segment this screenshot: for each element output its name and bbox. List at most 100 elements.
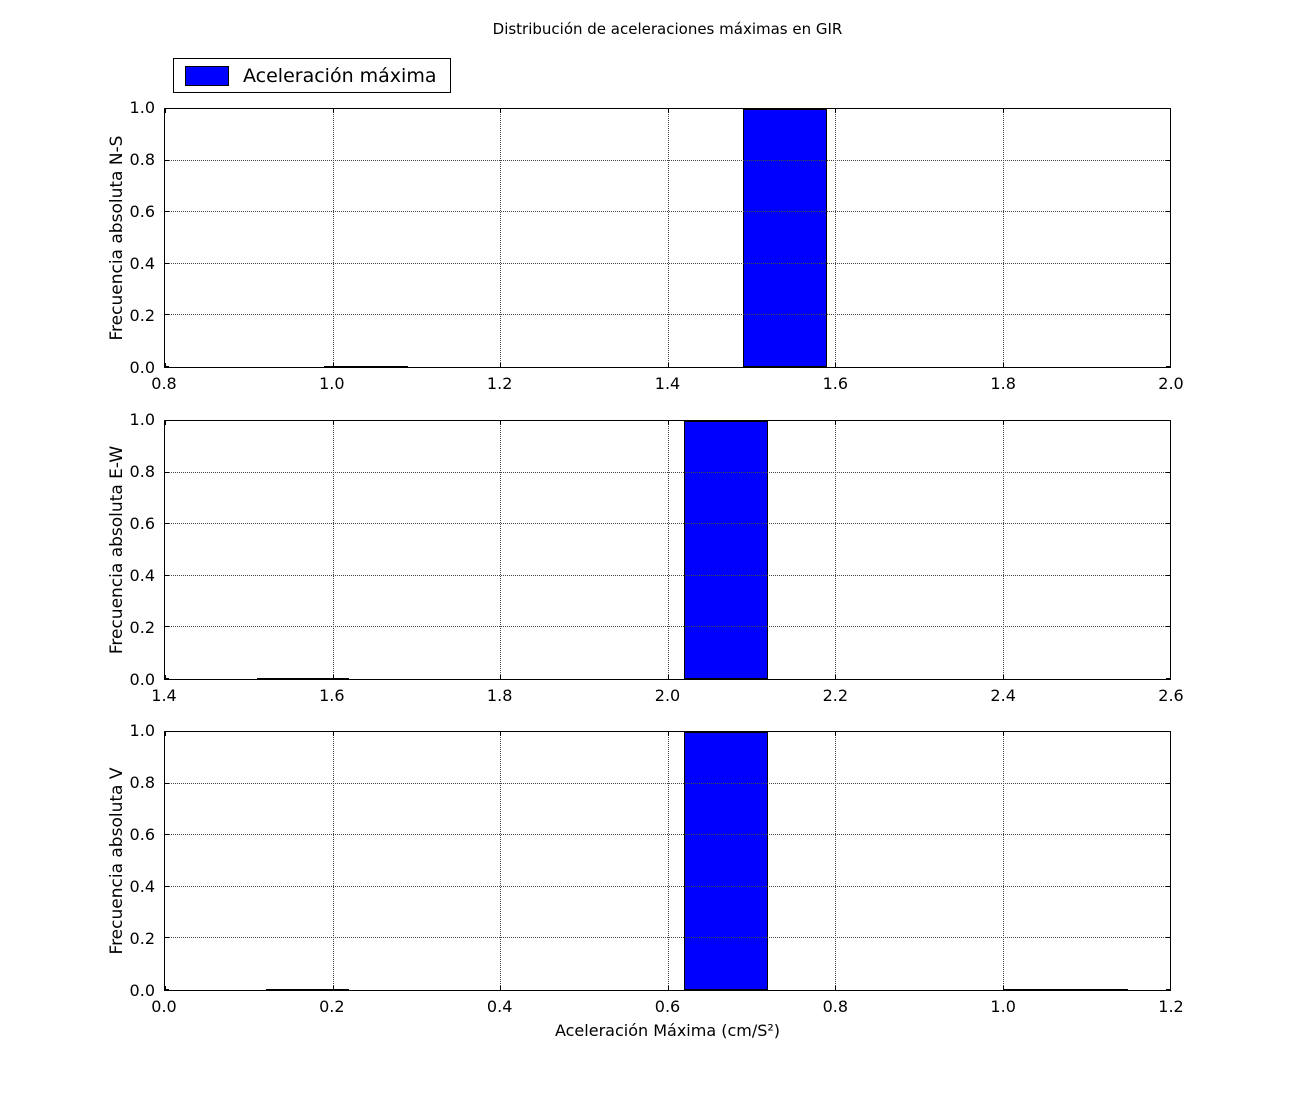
tick-mark <box>1166 731 1170 732</box>
tick-mark <box>835 421 836 425</box>
tick-mark <box>332 986 334 990</box>
y-tick-label: 0.0 <box>129 358 155 377</box>
tick-mark <box>500 986 501 990</box>
tick-mark <box>667 732 669 736</box>
legend-label: Aceleración máxima <box>243 64 437 87</box>
tick-mark <box>332 363 334 367</box>
gridline-vertical <box>332 109 334 367</box>
tick-mark <box>835 986 836 990</box>
histogram-bar <box>742 109 827 367</box>
tick-mark <box>1170 109 1171 113</box>
tick-mark <box>1170 421 1171 425</box>
plot-area <box>165 731 1171 991</box>
gridline-horizontal <box>165 834 1170 836</box>
x-tick-label: 2.0 <box>1158 374 1184 393</box>
tick-mark <box>165 989 169 990</box>
gridline-horizontal <box>165 211 1170 213</box>
gridline-horizontal <box>165 159 1170 161</box>
tick-mark <box>1002 109 1004 113</box>
tick-mark <box>1166 314 1170 316</box>
gridline-vertical <box>835 732 836 990</box>
tick-mark <box>165 885 169 887</box>
x-tick-label: 1.0 <box>319 374 345 393</box>
tick-mark <box>500 732 501 736</box>
x-tick-label: 0.8 <box>822 997 849 1016</box>
tick-mark <box>1166 885 1170 887</box>
tick-mark <box>165 159 169 161</box>
y-axis-label: Frecuencia absoluta N-S <box>107 135 127 341</box>
y-tick-label: 0.8 <box>129 150 155 169</box>
zero-height-bin <box>265 988 350 991</box>
tick-mark <box>500 109 501 113</box>
gridline-horizontal <box>165 782 1170 784</box>
tick-mark <box>165 678 169 679</box>
gridline-horizontal <box>165 937 1170 939</box>
tick-mark <box>165 574 169 576</box>
tick-mark <box>667 986 669 990</box>
tick-mark <box>835 109 836 113</box>
y-tick-label: 0.4 <box>129 566 155 585</box>
x-tick-label: 2.4 <box>990 686 1016 705</box>
tick-mark <box>165 626 169 628</box>
tick-mark <box>165 262 169 264</box>
x-tick-label: 1.4 <box>654 374 681 393</box>
tick-mark <box>1166 523 1170 525</box>
y-axis-label: Frecuencia absoluta E-W <box>107 445 127 655</box>
y-tick-label: 0.6 <box>129 514 155 533</box>
gridline-vertical <box>500 109 501 367</box>
tick-mark <box>332 421 334 425</box>
gridline-vertical <box>835 109 836 367</box>
tick-mark <box>1170 986 1171 990</box>
y-tick-label: 0.4 <box>129 254 155 273</box>
x-tick-label: 1.2 <box>486 374 513 393</box>
gridline-vertical <box>1002 421 1004 679</box>
gridline-horizontal <box>165 262 1170 264</box>
tick-mark <box>1002 363 1004 367</box>
x-tick-label: 1.0 <box>990 997 1016 1016</box>
tick-mark <box>165 782 169 784</box>
tick-mark <box>1002 421 1004 425</box>
gridline-vertical <box>1002 732 1004 990</box>
tick-mark <box>332 109 334 113</box>
tick-mark <box>500 421 501 425</box>
tick-mark <box>835 363 836 367</box>
y-tick-label: 0.0 <box>129 981 155 1000</box>
zero-height-bin <box>1002 988 1129 991</box>
tick-mark <box>165 732 166 736</box>
tick-mark <box>1166 366 1170 367</box>
tick-mark <box>1002 732 1004 736</box>
y-tick-label: 0.0 <box>129 670 155 689</box>
gridline-vertical <box>835 421 836 679</box>
x-tick-label: 1.8 <box>990 374 1016 393</box>
x-tick-label: 1.8 <box>486 686 513 705</box>
x-tick-label: 1.6 <box>822 374 849 393</box>
x-tick-label: 0.2 <box>319 997 345 1016</box>
tick-mark <box>165 108 169 109</box>
legend: Aceleración máxima <box>173 58 451 93</box>
tick-mark <box>165 675 166 679</box>
tick-mark <box>1166 471 1170 473</box>
y-tick-label: 0.6 <box>129 825 155 844</box>
gridline-vertical <box>1002 109 1004 367</box>
gridline-horizontal <box>165 314 1170 316</box>
tick-mark <box>835 675 836 679</box>
y-tick-label: 0.8 <box>129 462 155 481</box>
x-tick-label: 0.6 <box>654 997 681 1016</box>
tick-mark <box>1166 420 1170 421</box>
tick-mark <box>1166 937 1170 939</box>
tick-mark <box>165 937 169 939</box>
tick-mark <box>165 366 169 367</box>
tick-mark <box>667 109 669 113</box>
tick-mark <box>332 732 334 736</box>
y-tick-label: 0.2 <box>129 929 155 948</box>
tick-mark <box>1170 732 1171 736</box>
tick-mark <box>1166 262 1170 264</box>
y-axis-label: Frecuencia absoluta V <box>107 767 127 955</box>
tick-mark <box>1002 986 1004 990</box>
tick-mark <box>165 834 169 836</box>
tick-mark <box>1170 675 1171 679</box>
tick-mark <box>1166 159 1170 161</box>
tick-mark <box>165 523 169 525</box>
x-axis-label: Aceleración Máxima (cm/S²) <box>554 1021 781 1040</box>
